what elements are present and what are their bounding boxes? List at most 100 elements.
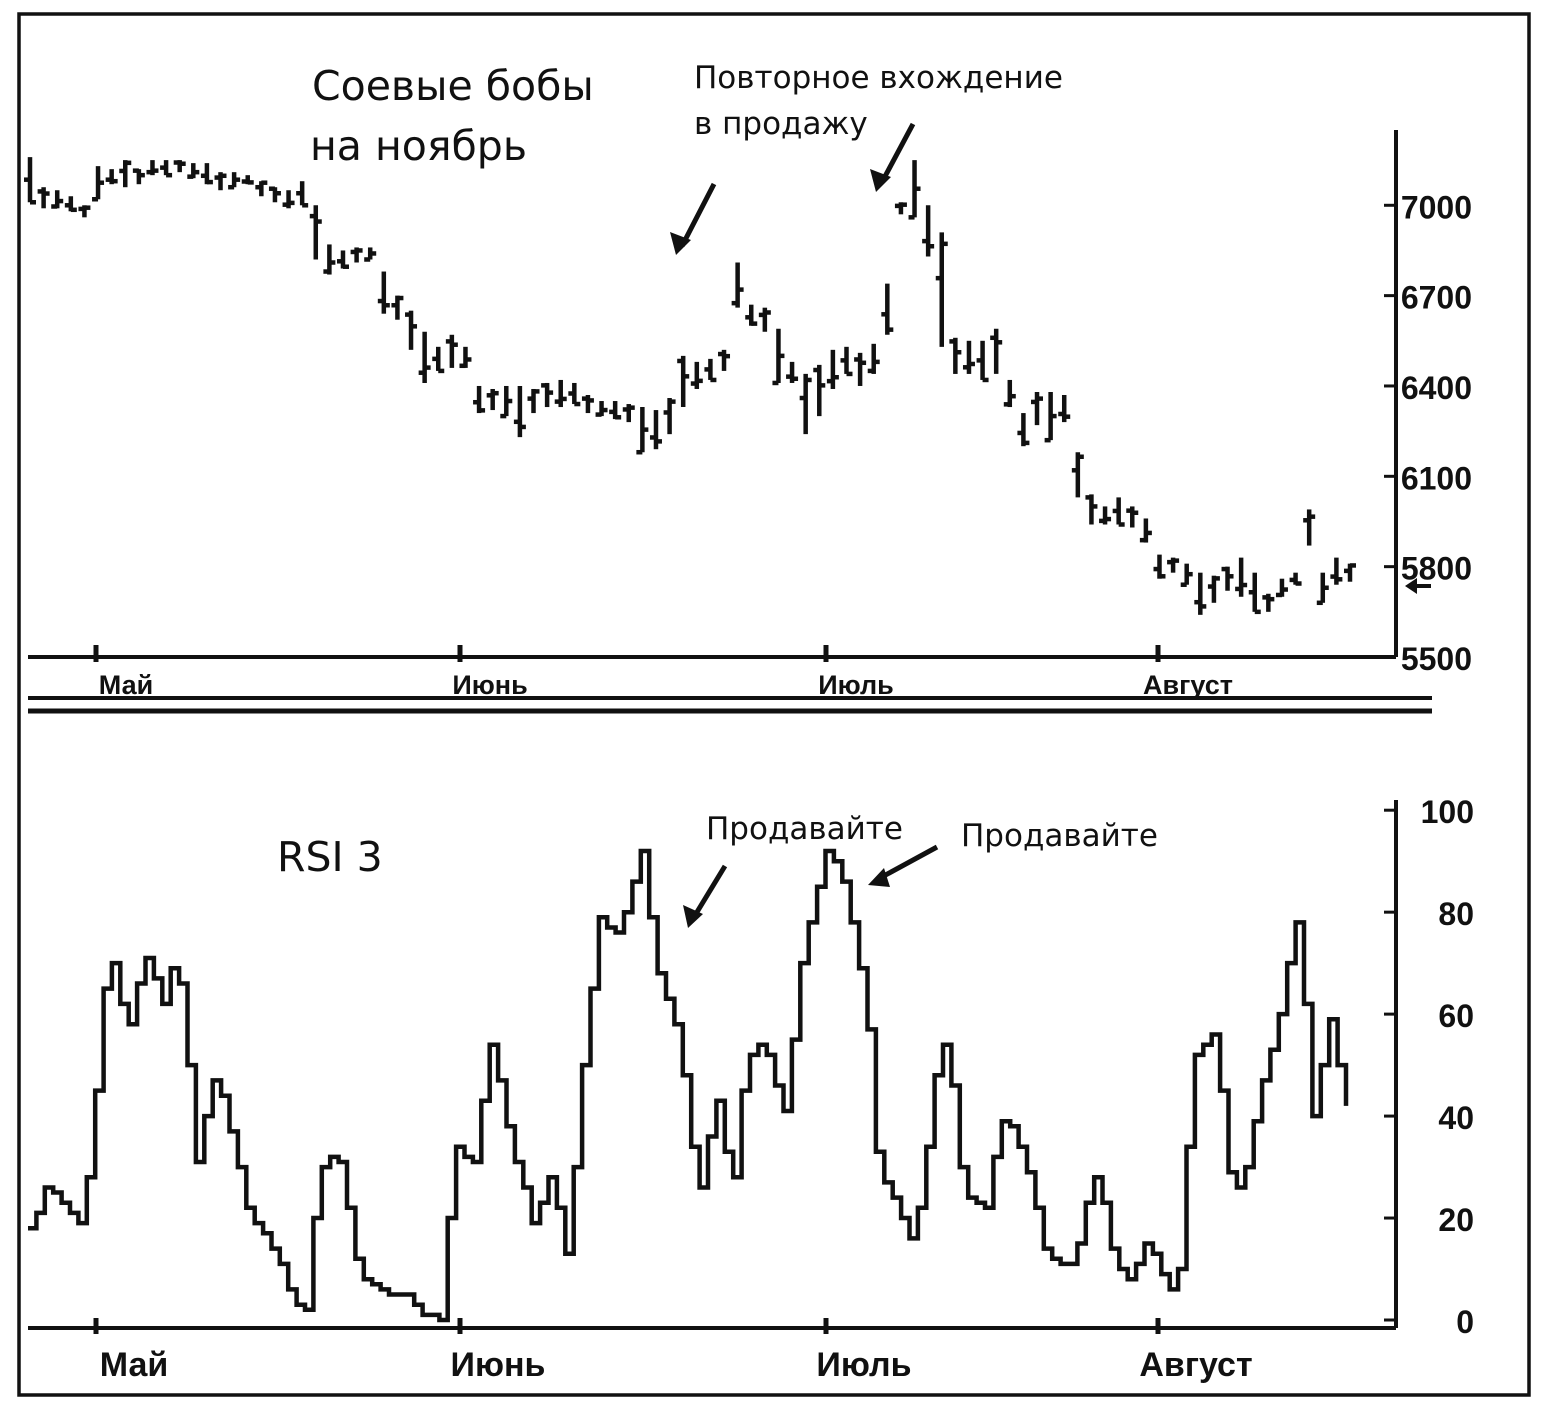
price-bar [731, 262, 744, 308]
price-bar [200, 163, 213, 185]
rsi-panel-title: RSI 3 [277, 833, 383, 881]
price-bar [459, 346, 472, 369]
rsi-panel: RSI 3 Продавайте Продавайте 100 80 60 40 20 0… [28, 794, 1474, 1384]
price-x-tick-label: Июнь [452, 670, 527, 700]
reentry-arrowhead-1 [670, 232, 691, 255]
price-y-ticks: 7000 6700 6400 6100 5800 5500 [1384, 189, 1472, 677]
price-bar [37, 187, 50, 209]
price-bar [1344, 563, 1356, 582]
rsi-y-tick-label: 20 [1438, 1202, 1474, 1238]
price-bar [255, 180, 268, 197]
price-bar [894, 202, 907, 215]
price-bar [432, 346, 445, 374]
sell-arrow-2 [878, 844, 939, 881]
price-bar [976, 340, 989, 383]
reentry-annotation: Повторное вхождение в продажу [694, 60, 1073, 142]
reentry-annotation-line-2: в продажу [694, 106, 868, 142]
price-panel: Соевые бобы на ноябрь Повторное вхождени… [24, 60, 1472, 714]
price-bar [922, 205, 935, 257]
price-bar [990, 328, 1003, 374]
price-bar [1235, 557, 1248, 597]
price-y-tick-label: 6700 [1401, 280, 1472, 316]
price-bar [173, 160, 186, 173]
price-bar [568, 382, 581, 407]
price-bar [282, 190, 295, 209]
rsi-y-tick-label: 60 [1438, 998, 1474, 1034]
price-bar [1262, 593, 1275, 612]
price-y-tick-label: 5500 [1401, 641, 1472, 677]
price-bar [1248, 572, 1261, 615]
price-bar [500, 385, 513, 419]
reentry-annotation-line-1: Повторное вхождение [694, 60, 1063, 96]
price-bar [677, 355, 690, 408]
sell-arrowhead-2 [868, 868, 890, 887]
sell-arrowhead-1 [683, 905, 703, 928]
price-bar [1126, 506, 1139, 528]
price-bar [336, 250, 349, 269]
price-bar [908, 160, 921, 220]
price-bar [309, 205, 322, 260]
price-bars [24, 157, 1356, 615]
price-bar [595, 401, 608, 417]
price-bar [718, 349, 731, 371]
rsi-line-layer [28, 848, 1349, 1323]
price-bar [1289, 572, 1302, 586]
price-x-tick-label: Июль [818, 670, 894, 700]
price-bar [1071, 452, 1084, 498]
price-bar [391, 295, 404, 320]
price-title-line-2: на ноябрь [310, 122, 527, 170]
price-bar [840, 346, 853, 377]
price-title-line-1: Соевые бобы [312, 62, 594, 110]
rsi-line [28, 848, 1349, 1323]
price-bar [1003, 379, 1016, 408]
chart-frame [17, 12, 1531, 1397]
price-bar [1099, 506, 1112, 525]
price-y-tick-label: 6400 [1401, 370, 1472, 406]
price-y-tick-label: 6100 [1401, 460, 1472, 496]
price-bar [364, 247, 377, 262]
price-bar [92, 166, 105, 202]
price-bar [1167, 557, 1180, 573]
price-bar [323, 244, 336, 275]
reentry-arrow-1 [679, 182, 717, 248]
price-bar [241, 175, 254, 185]
price-bar [636, 407, 649, 455]
price-bar [513, 385, 526, 438]
price-bar [146, 160, 159, 176]
price-bar [445, 334, 458, 368]
price-bar [1085, 494, 1098, 525]
price-bar [187, 163, 200, 179]
price-bar [541, 382, 554, 408]
price-bar [1139, 518, 1152, 543]
price-bar [132, 168, 145, 185]
price-bar [51, 190, 64, 209]
price-y-tick-label: 5800 [1401, 551, 1472, 587]
price-bar [527, 388, 540, 414]
price-bar [704, 358, 717, 383]
price-bar [119, 160, 132, 188]
price-bar [1058, 395, 1071, 423]
price-bar [377, 271, 390, 314]
sell-arrow-1 [691, 864, 728, 919]
price-bar [690, 361, 703, 389]
price-bar [826, 349, 839, 389]
reentry-arrow-2 [879, 122, 916, 184]
price-bar [64, 196, 77, 213]
rsi-x-tick-label: Август [1139, 1346, 1252, 1384]
price-bar [105, 169, 118, 185]
price-bar [1153, 554, 1166, 579]
price-bar [1044, 391, 1057, 443]
price-bar [228, 172, 241, 190]
price-bar [786, 361, 799, 383]
price-bar [268, 186, 281, 203]
price-bar [758, 307, 771, 332]
price-bar [350, 247, 363, 263]
sell-annotation-1: Продавайте [706, 811, 903, 847]
price-bar [1330, 557, 1343, 585]
reentry-arrowhead-2 [870, 169, 891, 192]
rsi-y-tick-label: 80 [1438, 896, 1474, 932]
price-bar [1207, 575, 1220, 603]
rsi-y-ticks: 100 80 60 40 20 0 [1384, 794, 1474, 1340]
price-bar [854, 352, 867, 386]
